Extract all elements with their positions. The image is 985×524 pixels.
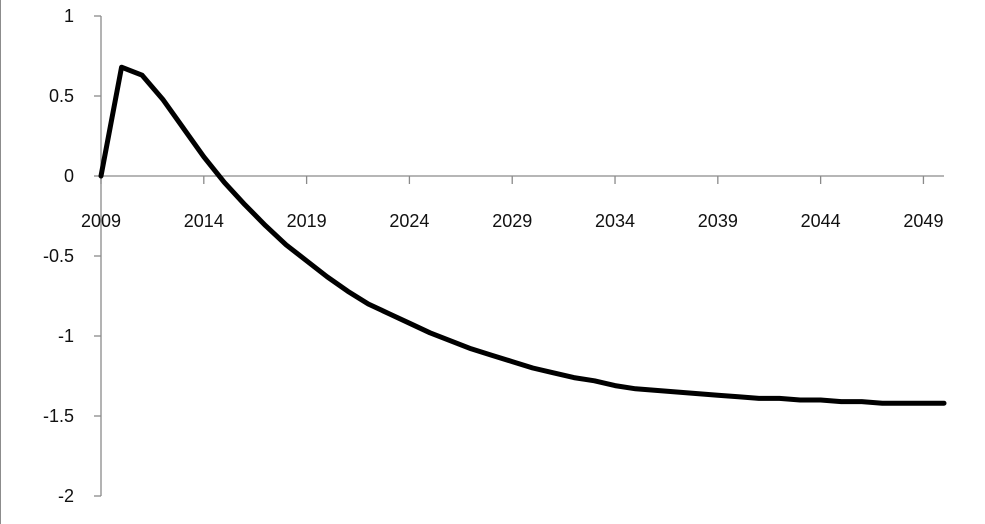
x-tick-label: 2039 bbox=[698, 211, 738, 231]
x-tick-label: 2029 bbox=[492, 211, 532, 231]
y-tick-label: -2 bbox=[58, 486, 74, 506]
x-tick-label: 2019 bbox=[287, 211, 327, 231]
y-axis: 1 0.5 0 -0.5 -1 -1.5 -2 bbox=[43, 6, 102, 506]
series-line bbox=[98, 64, 947, 406]
y-tick-label: 0.5 bbox=[49, 86, 74, 106]
y-tick-label: 0 bbox=[64, 166, 74, 186]
x-tick-label: 2009 bbox=[81, 211, 121, 231]
x-tick-label: 2014 bbox=[184, 211, 224, 231]
x-tick-label: 2044 bbox=[801, 211, 841, 231]
y-tick-label: -1 bbox=[58, 326, 74, 346]
series-group bbox=[98, 64, 947, 406]
y-tick-label: 1 bbox=[64, 6, 74, 26]
y-tick-label: -0.5 bbox=[43, 246, 74, 266]
x-tick-label: 2034 bbox=[595, 211, 635, 231]
x-tick-label: 2049 bbox=[903, 211, 943, 231]
x-axis: 2009 2014 2019 2024 2029 2034 2039 2044 2049 bbox=[81, 175, 944, 231]
x-tick-label: 2024 bbox=[389, 211, 429, 231]
y-tick-label: -1.5 bbox=[43, 406, 74, 426]
